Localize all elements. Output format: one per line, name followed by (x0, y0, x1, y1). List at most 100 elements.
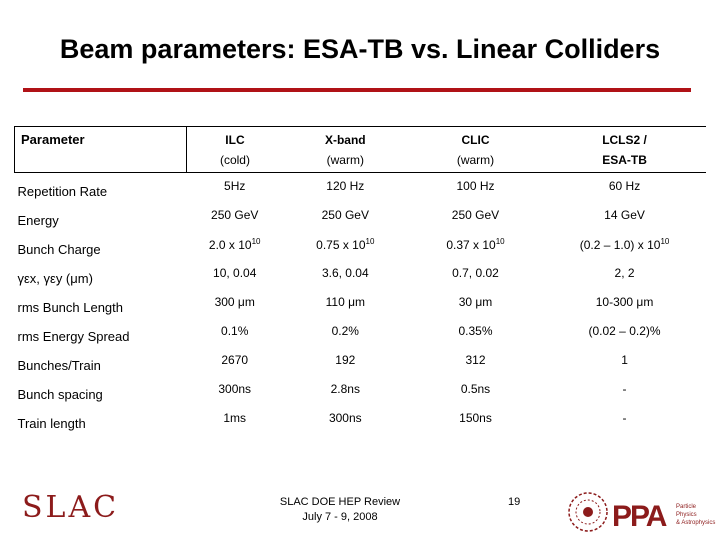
cell-text: 300ns (328, 411, 362, 425)
row-value: (0.2 – 1.0) x 1010 (543, 231, 706, 260)
row-label: γεx, γεy (μm) (17, 270, 93, 286)
cell-text: 110 μm (325, 295, 365, 309)
cell-text: 250 GeV (321, 208, 369, 222)
cell-text: 0.2% (331, 324, 359, 338)
title-underline (23, 88, 691, 92)
row-value: 1ms (187, 405, 283, 434)
row-value: 0.2% (283, 318, 408, 347)
cell-text: 1 (621, 353, 628, 367)
row-value: 2, 2 (543, 260, 706, 289)
row-value: 0.75 x 1010 (283, 231, 408, 260)
cell-text: 192 (335, 353, 356, 367)
table-row: γεx, γεy (μm) 10, 0.04 3.6, 0.04 0.7, 0.02 2… (15, 260, 707, 289)
cell-text: 312 (465, 353, 486, 367)
header-clic: CLIC (warm) (407, 126, 544, 173)
cell-text: 14 GeV (604, 208, 645, 222)
row-value: 192 (283, 347, 408, 376)
cell-text: 60 Hz (608, 179, 641, 194)
row-value: 10-300 μm (543, 289, 706, 318)
row-value: 0.37 x 1010 (408, 231, 543, 260)
cell-text: - (622, 411, 627, 425)
cell-text: 0.7, 0.02 (452, 266, 499, 280)
cell-exponent: 10 (365, 236, 375, 246)
slac-logo: SLAC (22, 490, 120, 525)
row-value: 100 Hz (408, 173, 543, 202)
cell-text: 0.75 x 10 (316, 237, 366, 252)
header-parameter: Parameter (13, 126, 188, 173)
row-value: 0.7, 0.02 (408, 260, 543, 289)
slide-title: Beam parameters: ESA-TB vs. Linear Colli… (59, 34, 661, 64)
row-value: 2.0 x 1010 (187, 231, 283, 260)
table-row: Train length 1ms 300ns 150ns - (15, 405, 707, 434)
header-lcls2: LCLS2 / ESA-TB (543, 126, 706, 173)
row-label: rms Energy Spread (17, 328, 130, 344)
row-value: 60 Hz (543, 173, 706, 202)
row-value: 300ns (187, 376, 283, 405)
header-ilc-sub: (cold) (219, 152, 250, 167)
row-value: 2.8ns (283, 376, 408, 405)
cell-text: 1ms (223, 411, 247, 425)
table-row: Bunch spacing 300ns 2.8ns 0.5ns - (15, 376, 707, 405)
row-label: Train length (17, 415, 86, 431)
ppa-logo-text: PPA (612, 500, 667, 533)
footer-event-title: SLAC DOE HEP Review (279, 496, 401, 508)
table-row: Repetition Rate 5Hz 120 Hz 100 Hz 60 Hz (15, 173, 707, 202)
ppa-logo-subtext: Particle Physics & Astrophysics (676, 503, 716, 527)
cell-text: 0.1% (221, 324, 249, 338)
header-ilc: ILC (cold) (186, 126, 283, 173)
cell-text: 150ns (459, 411, 492, 425)
row-value: 10, 0.04 (187, 260, 283, 289)
ppa-logo-subtext-1: Particle Physics (676, 504, 697, 518)
row-label: rms Bunch Length (17, 299, 124, 315)
beam-parameters-table: Parameter ILC (cold) X-band (warm) CLIC … (13, 126, 707, 434)
table-row: Bunch Charge 2.0 x 1010 0.75 x 1010 0.37 x … (15, 231, 707, 260)
header-clic-sub: (warm) (456, 152, 495, 167)
row-value: 300 μm (187, 289, 283, 318)
cell-text: - (622, 382, 627, 396)
row-value: - (543, 405, 706, 434)
header-xband-name: X-band (324, 132, 366, 147)
cell-text: 2.0 x 10 (208, 237, 252, 252)
table-row: Energy 250 GeV 250 GeV 250 GeV 14 GeV (15, 202, 707, 231)
cell-text: 30 μm (458, 295, 493, 309)
row-value: 0.5ns (408, 376, 543, 405)
row-value: 0.1% (187, 318, 283, 347)
row-value: 110 μm (283, 289, 408, 318)
cell-text: 300ns (218, 382, 252, 396)
header-clic-name: CLIC (461, 132, 490, 147)
cell-text: (0.02 – 0.2)% (588, 324, 661, 338)
footer-event-date: July 7 - 9, 2008 (302, 511, 378, 523)
header-lcls2-sub: ESA-TB (602, 152, 647, 167)
row-value: 250 GeV (187, 202, 283, 231)
table-row: rms Bunch Length 300 μm 110 μm 30 μm 10-300 … (15, 289, 707, 318)
row-value: 120 Hz (283, 173, 408, 202)
cell-text: 0.37 x 10 (446, 237, 496, 252)
row-value: 2670 (187, 347, 283, 376)
row-value: (0.02 – 0.2)% (543, 318, 706, 347)
row-value: 30 μm (408, 289, 543, 318)
cell-text: 250 GeV (211, 208, 259, 222)
row-value: 14 GeV (543, 202, 706, 231)
row-value: 300ns (283, 405, 408, 434)
cell-exponent: 10 (251, 236, 261, 246)
cell-text: 2.8ns (330, 382, 360, 396)
cell-text: 0.5ns (460, 382, 491, 396)
row-label: Bunch Charge (17, 241, 101, 257)
row-value: 1 (543, 347, 706, 376)
page-number: 19 (508, 496, 521, 508)
cell-text: 2670 (221, 353, 249, 367)
table-row: Bunches/Train 2670 192 312 1 (15, 347, 707, 376)
row-value: 250 GeV (408, 202, 543, 231)
header-ilc-name: ILC (225, 132, 245, 147)
row-label: Energy (17, 212, 59, 228)
row-value: 0.35% (408, 318, 543, 347)
ppa-logo-subtext-2: & Astrophysics (676, 520, 716, 526)
cell-exponent: 10 (660, 236, 670, 246)
row-label: Bunches/Train (17, 357, 101, 373)
row-label: Bunch spacing (17, 386, 103, 402)
row-label: Repetition Rate (17, 183, 108, 199)
row-value: 312 (408, 347, 543, 376)
cell-text: 0.35% (458, 324, 493, 338)
cell-text: 5Hz (224, 179, 246, 194)
cell-text: 10, 0.04 (213, 266, 257, 280)
